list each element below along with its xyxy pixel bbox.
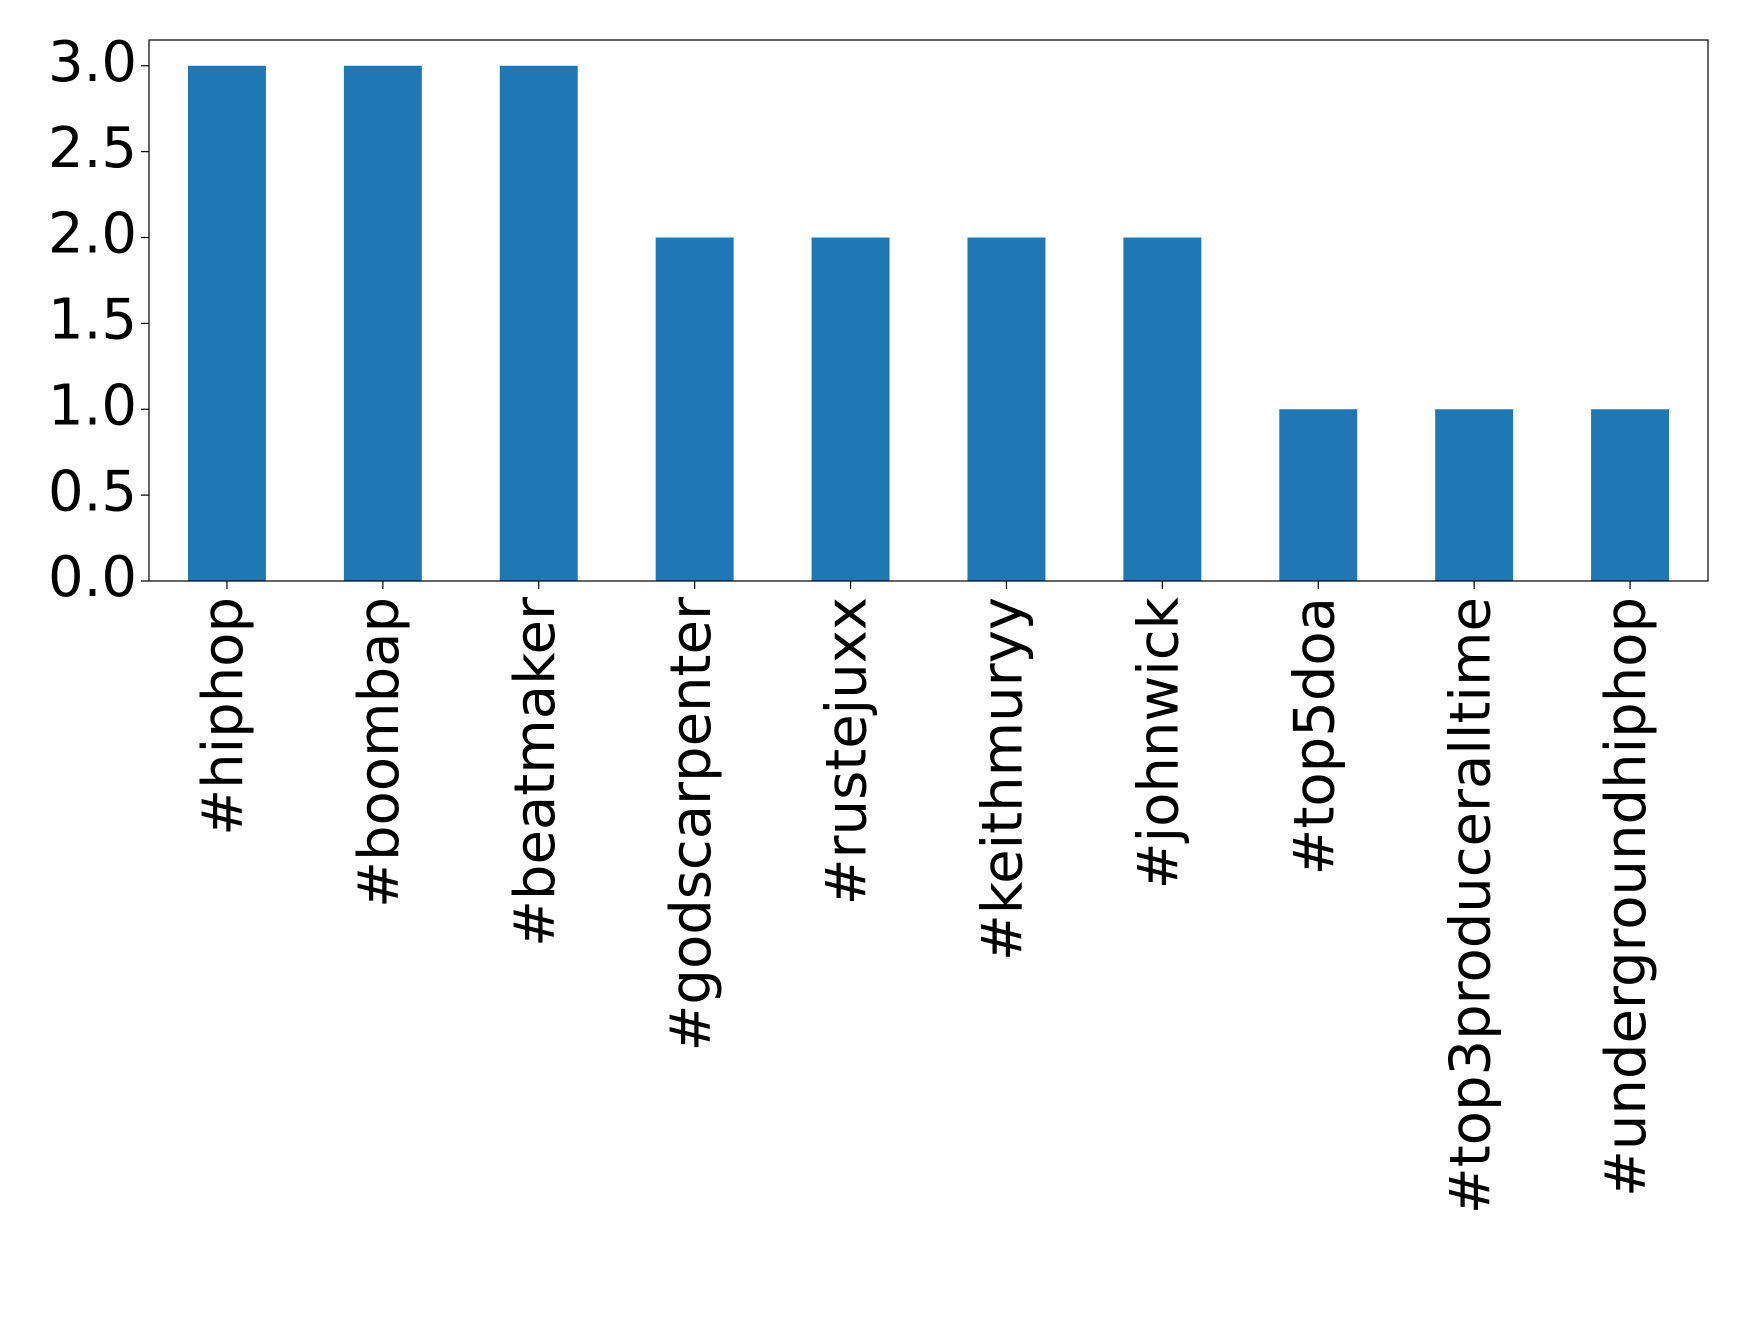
bar: [1435, 409, 1514, 581]
x-tick-label: #godscarpenter: [659, 596, 724, 1051]
bar: [1591, 409, 1670, 581]
plot-frame: [148, 39, 1709, 582]
y-tick-label: 0.5: [48, 459, 137, 524]
y-tick-label: 2.5: [48, 116, 137, 181]
bar: [187, 65, 266, 581]
bar: [811, 237, 890, 581]
y-tick-label: 1.0: [48, 373, 137, 438]
bar: [1123, 237, 1202, 581]
bar: [499, 65, 578, 581]
y-tick-label: 1.5: [48, 288, 137, 353]
x-tick-label: #top3produceralltime: [1438, 597, 1503, 1214]
y-tick-label: 0.0: [48, 545, 137, 610]
x-tick-label: #keithmuryy: [971, 597, 1036, 961]
bar: [967, 237, 1046, 581]
bar: [655, 237, 734, 581]
x-tick-label: #hiphop: [191, 597, 256, 836]
x-tick-label: #undergroundhiphop: [1594, 597, 1659, 1197]
bar: [343, 65, 422, 581]
x-tick-label: #top5doa: [1282, 597, 1347, 875]
x-tick-label: #rustejuxx: [815, 597, 880, 905]
x-tick-label: #boombap: [347, 597, 412, 908]
y-tick-label: 3.0: [48, 30, 137, 95]
y-tick-label: 2.0: [48, 202, 137, 267]
bar: [1279, 409, 1358, 581]
x-tick-label: #beatmaker: [503, 596, 568, 947]
x-tick-label: #johnwick: [1126, 596, 1191, 889]
